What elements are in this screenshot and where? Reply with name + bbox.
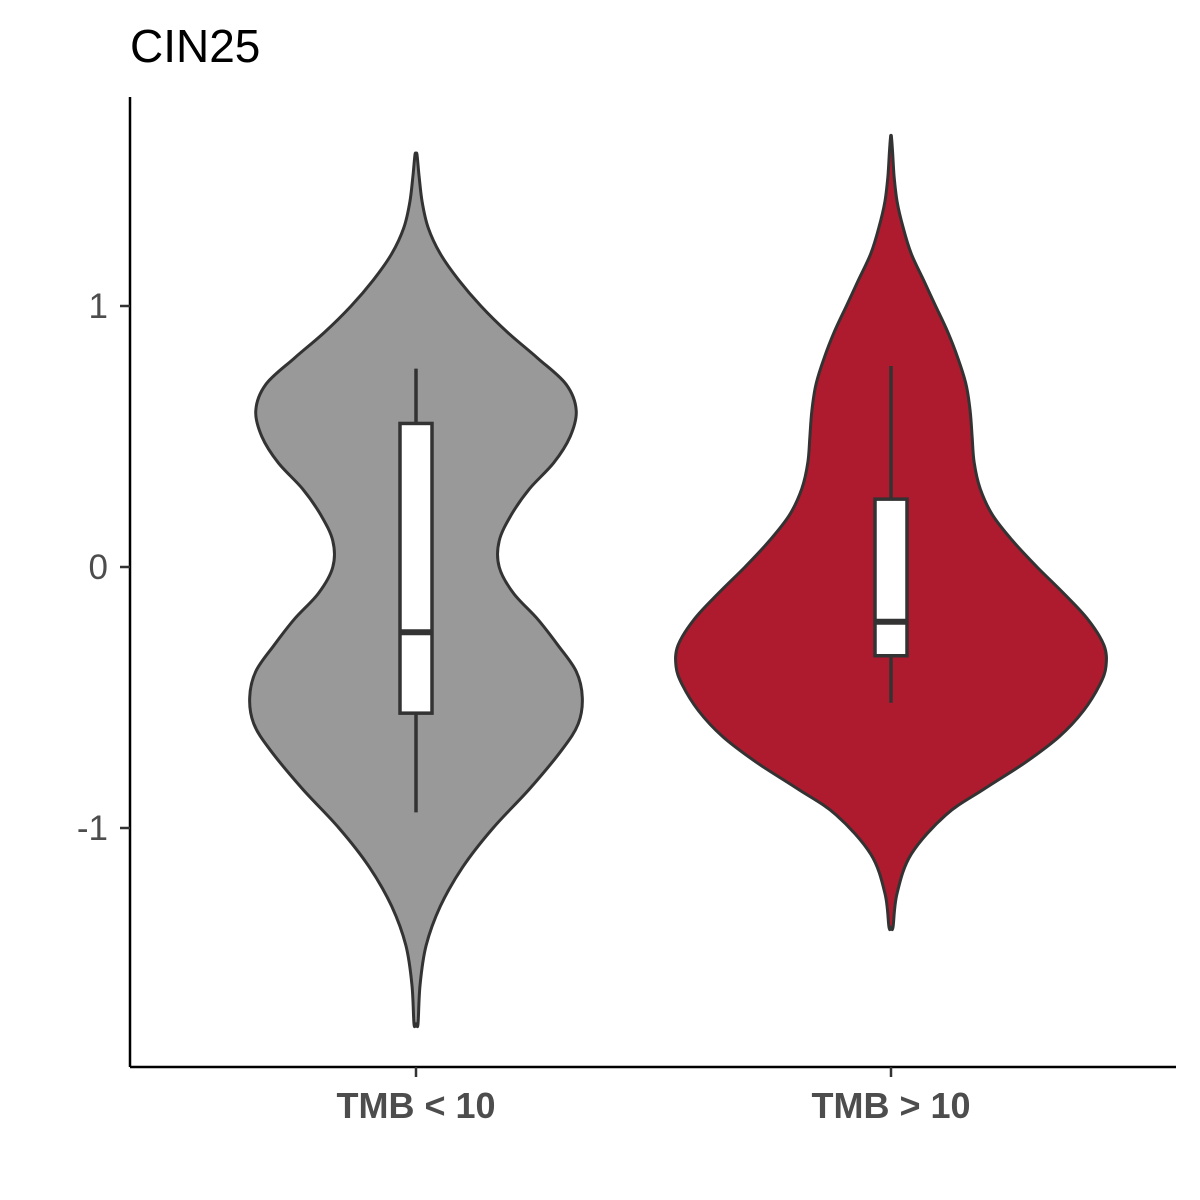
box-2	[873, 497, 909, 658]
x-tick-label-2: TMB > 10	[811, 1085, 970, 1126]
violin-group-1	[248, 151, 584, 1029]
y-tick-label-2: 0	[89, 548, 108, 587]
chart-title: CIN25	[130, 20, 260, 72]
box-1	[398, 421, 434, 715]
y-tick-label-3: -1	[77, 809, 108, 848]
axes-layer	[128, 97, 1176, 1069]
violins-layer	[248, 133, 1108, 1029]
ticks-layer: TMB < 10 TMB > 10 1 0 -1	[77, 287, 971, 1126]
x-tick-label-1: TMB < 10	[336, 1085, 495, 1126]
y-tick-label-1: 1	[89, 287, 108, 326]
violin-group-2	[674, 133, 1108, 932]
